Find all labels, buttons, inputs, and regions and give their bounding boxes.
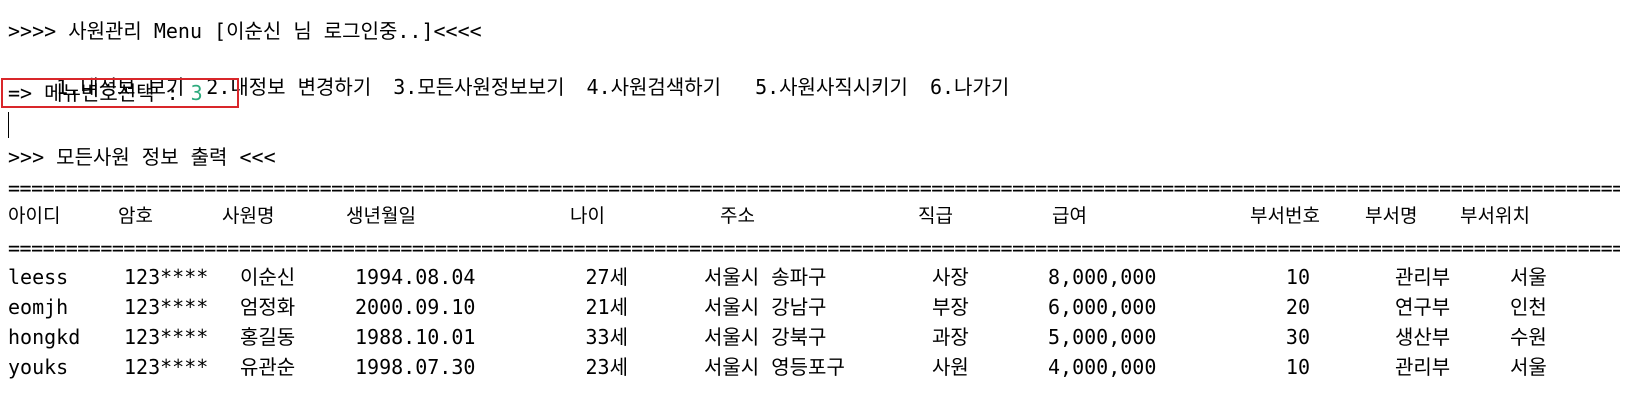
- cell-rank: 사원: [932, 355, 969, 379]
- text-cursor: [8, 112, 9, 138]
- column-header-dept-name: 부서명: [1365, 205, 1418, 227]
- column-header-salary: 급여: [1052, 205, 1087, 227]
- cell-name: 홍길동: [240, 325, 296, 349]
- prompt-label: => 메뉴번호선택 :: [8, 81, 191, 105]
- menu-item-all-employees: 3.모든사원정보보기: [393, 75, 565, 99]
- cell-salary: 5,000,000: [1048, 325, 1157, 349]
- cell-age: 33세: [585, 325, 628, 349]
- cell-dept-location: 서울: [1510, 355, 1547, 379]
- table-rule-top: ========================================…: [8, 178, 1620, 198]
- column-header-id: 아이디: [8, 205, 61, 227]
- cell-age: 27세: [585, 265, 628, 289]
- prompt-input-value[interactable]: 3: [190, 81, 203, 105]
- cell-id: eomjh: [8, 295, 69, 319]
- cell-dept-name: 관리부: [1395, 355, 1451, 379]
- cell-password: 123****: [124, 355, 209, 379]
- cell-name: 유관순: [240, 355, 296, 379]
- column-header-birthdate: 생년월일: [346, 205, 416, 227]
- cell-dept-location: 서울: [1510, 265, 1547, 289]
- cell-dept-no: 10: [1285, 265, 1310, 289]
- cell-address: 서울시 영등포구: [704, 355, 845, 379]
- cell-id: youks: [8, 355, 69, 379]
- cell-salary: 4,000,000: [1048, 355, 1157, 379]
- column-header-address: 주소: [720, 205, 755, 227]
- cell-name: 엄정화: [240, 295, 296, 319]
- cell-dept-name: 관리부: [1395, 265, 1451, 289]
- menu-item-search-employee: 4.사원검색하기: [586, 75, 734, 99]
- cell-rank: 부장: [932, 295, 969, 319]
- menu-title-line: >>>> 사원관리 Menu [이순신 님 로그인중..]<<<<: [8, 19, 482, 43]
- cell-salary: 6,000,000: [1048, 295, 1157, 319]
- menu-options-line: 1.내정보 보기 2.내정보 변경하기 3.모든사원정보보기 4.사원검색하기 5.사…: [8, 48, 1031, 99]
- column-header-rank: 직급: [918, 205, 953, 227]
- cell-password: 123****: [124, 325, 209, 349]
- table-rule-bottom: ========================================…: [8, 238, 1620, 258]
- cell-salary: 8,000,000: [1048, 265, 1157, 289]
- cell-address: 서울시 송파구: [704, 265, 827, 289]
- column-header-dept-no: 부서번호: [1250, 205, 1320, 227]
- cell-age: 21세: [585, 295, 628, 319]
- cell-dept-name: 생산부: [1395, 325, 1451, 349]
- cell-birthdate: 1988.10.01: [355, 325, 476, 349]
- menu-selection-prompt[interactable]: => 메뉴번호선택 : 3: [8, 80, 203, 106]
- menu-item-exit: 6.나가기: [929, 75, 1010, 99]
- cell-dept-location: 수원: [1510, 325, 1547, 349]
- column-header-password: 암호: [118, 205, 153, 227]
- cell-birthdate: 1998.07.30: [355, 355, 476, 379]
- cell-dept-no: 30: [1285, 325, 1310, 349]
- section-title: >>> 모든사원 정보 출력 <<<: [8, 145, 276, 169]
- cell-birthdate: 1994.08.04: [355, 265, 476, 289]
- cell-address: 서울시 강북구: [704, 325, 827, 349]
- column-header-name: 사원명: [222, 205, 275, 227]
- cell-dept-name: 연구부: [1395, 295, 1451, 319]
- cell-name: 이순신: [240, 265, 296, 289]
- column-header-age: 나이: [570, 205, 605, 227]
- prompt-highlight-box: [1, 78, 239, 108]
- cell-dept-location: 인천: [1510, 295, 1547, 319]
- cell-id: hongkd: [8, 325, 81, 349]
- cell-birthdate: 2000.09.10: [355, 295, 476, 319]
- cell-rank: 과장: [932, 325, 969, 349]
- column-header-dept-location: 부서위치: [1460, 205, 1530, 227]
- menu-item-dismiss-employee: 5.사원사직시키기: [755, 75, 908, 99]
- cell-rank: 사장: [932, 265, 969, 289]
- cell-password: 123****: [124, 265, 209, 289]
- cell-address: 서울시 강남구: [704, 295, 827, 319]
- cell-id: leess: [8, 265, 69, 289]
- cell-password: 123****: [124, 295, 209, 319]
- cell-dept-no: 10: [1285, 355, 1310, 379]
- cell-age: 23세: [585, 355, 628, 379]
- cell-dept-no: 20: [1285, 295, 1310, 319]
